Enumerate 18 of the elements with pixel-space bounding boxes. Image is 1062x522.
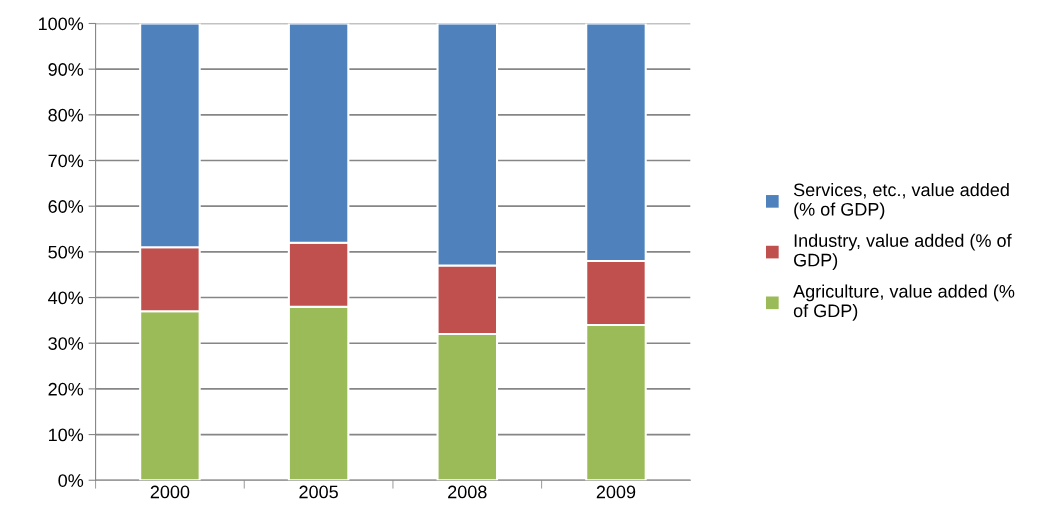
x-tick-label: 2008 xyxy=(448,485,487,499)
y-tick-label: 90% xyxy=(48,63,84,76)
y-tick-label: 40% xyxy=(48,291,84,305)
y-tick-label: 50% xyxy=(48,245,84,259)
y-tick-label: 30% xyxy=(48,337,84,350)
y-tick-label: 20% xyxy=(48,382,84,396)
x-tick-label: 2000 xyxy=(150,485,190,499)
legend-label: Agriculture, value added (% of GDP) xyxy=(793,284,1015,321)
x-tick-label: 2009 xyxy=(596,485,636,499)
y-tick-label: 100% xyxy=(38,17,84,31)
y-tick-label: 80% xyxy=(48,108,84,122)
x-tick-label: 2005 xyxy=(299,485,338,499)
y-tick-label: 60% xyxy=(48,200,84,213)
y-tick-label: 70% xyxy=(48,154,84,168)
y-tick-label: 10% xyxy=(49,428,84,442)
legend-label: Services, etc., value added (% of GDP) xyxy=(793,183,1009,220)
legend-label: Industry, value added (% of GDP) xyxy=(794,233,1012,270)
y-tick-label: 0% xyxy=(58,474,84,487)
